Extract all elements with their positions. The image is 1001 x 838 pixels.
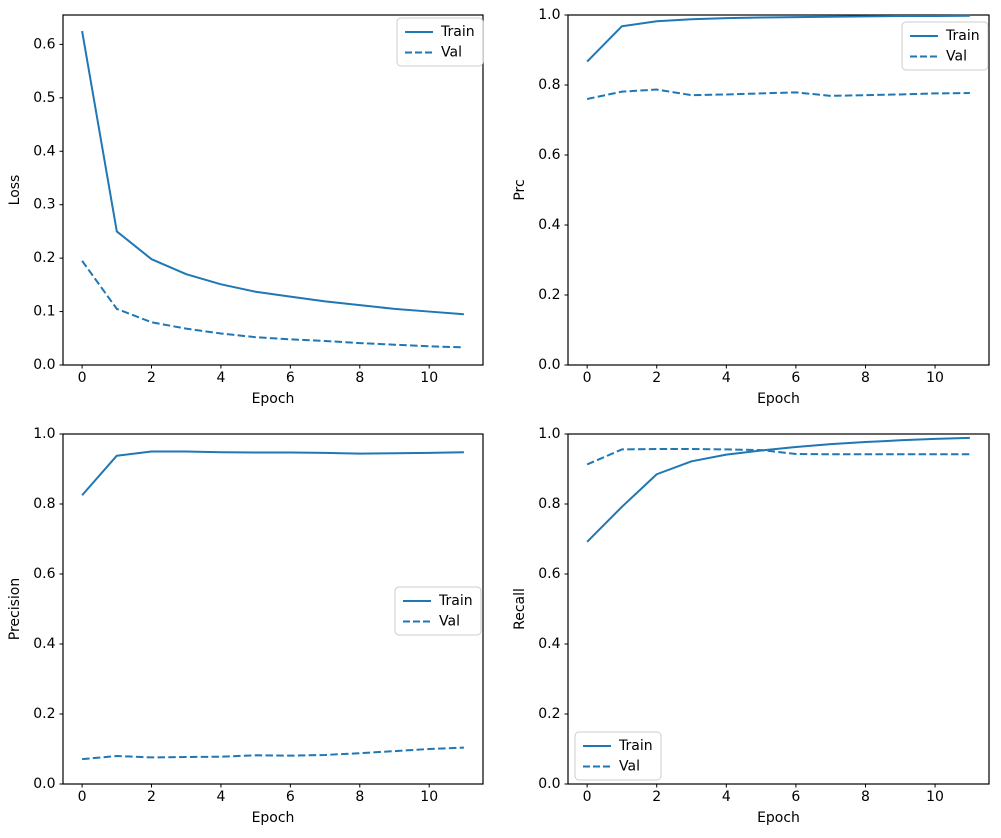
subplot-recall: 0 2 4 6 8 10 0.0 0.2 0.4 0.6 0.8 1.0 Epoch Recall Trai… <box>500 419 1001 838</box>
plot-frame <box>567 14 990 366</box>
y-tick-label: 1.0 <box>33 426 55 442</box>
x-tick-label: 8 <box>355 370 364 386</box>
y-tick-label: 0.8 <box>538 77 560 93</box>
y-tick-label: 0.8 <box>33 496 55 512</box>
train-line <box>81 450 464 496</box>
subplot-prc: 0 2 4 6 8 10 0.0 0.2 0.4 0.6 0.8 1.0 Epoch Prc Train Va… <box>500 0 1001 419</box>
x-tick-label: 8 <box>355 789 364 805</box>
legend-train-label: Train <box>440 24 475 40</box>
x-tick-label: 8 <box>861 789 870 805</box>
y-tick-label: 0.2 <box>538 706 560 722</box>
y-tick-label: 0.6 <box>33 36 55 52</box>
x-tick-label: 10 <box>420 370 438 386</box>
subplot-loss: 0 2 4 6 8 10 0.0 0.1 0.2 0.3 0.4 0.5 0.6 Epoch Loss Tra… <box>0 0 500 419</box>
y-tick-label: 0.3 <box>33 197 55 213</box>
x-tick-label: 4 <box>216 789 225 805</box>
legend: Train Val <box>396 17 484 67</box>
legend-val-label: Val <box>441 45 462 61</box>
legend-train-label: Train <box>438 593 473 609</box>
y-tick-label: 0.8 <box>538 496 560 512</box>
x-tick-label: 6 <box>791 789 800 805</box>
y-tick-label: 0.0 <box>538 357 560 373</box>
y-tick-label: 0.2 <box>538 287 560 303</box>
x-tick-label: 10 <box>420 789 438 805</box>
y-tick-label: 1.0 <box>538 426 560 442</box>
y-axis-label: Loss <box>7 175 23 206</box>
y-axis-label: Prc <box>512 179 528 200</box>
y-axis-label: Precision <box>7 578 23 640</box>
y-tick-label: 0.5 <box>33 90 55 106</box>
x-tick-label: 10 <box>926 789 944 805</box>
plot-frame <box>62 433 484 785</box>
x-tick-label: 4 <box>216 370 225 386</box>
x-tick-label: 0 <box>583 789 592 805</box>
x-tick-label: 0 <box>583 370 592 386</box>
train-line <box>586 14 970 63</box>
x-axis-label: Epoch <box>252 391 295 407</box>
legend-train-label: Train <box>618 738 653 754</box>
legend: Train Val <box>901 21 989 71</box>
subplot-precision: 0 2 4 6 8 10 0.0 0.2 0.4 0.6 0.8 1.0 Epoch Precision T… <box>0 419 500 838</box>
y-axis-label: Recall <box>512 588 528 630</box>
y-tick-label: 0.6 <box>538 566 560 582</box>
loss-chart: 0 2 4 6 8 10 0.0 0.1 0.2 0.3 0.4 0.5 0.6 Epoch Loss Tra… <box>7 14 484 407</box>
y-tick-label: 0.1 <box>33 304 55 320</box>
plot-frame <box>567 433 990 785</box>
x-tick-label: 6 <box>791 370 800 386</box>
precision-chart: 0 2 4 6 8 10 0.0 0.2 0.4 0.6 0.8 1.0 Epoch Precision T… <box>7 426 484 826</box>
val-line <box>586 448 970 466</box>
legend: Train Val <box>394 586 482 636</box>
y-tick-label: 0.0 <box>33 357 55 373</box>
val-line <box>81 746 464 761</box>
y-tick-label: 0.4 <box>538 636 560 652</box>
x-tick-label: 4 <box>722 370 731 386</box>
y-tick-label: 0.2 <box>33 250 55 266</box>
x-tick-label: 0 <box>78 370 87 386</box>
x-tick-label: 2 <box>147 370 156 386</box>
y-tick-label: 0.4 <box>33 143 55 159</box>
y-tick-label: 0.0 <box>538 776 560 792</box>
y-tick-label: 1.0 <box>538 7 560 23</box>
x-axis-label: Epoch <box>252 810 295 826</box>
train-line <box>586 436 970 543</box>
y-tick-label: 0.6 <box>33 566 55 582</box>
x-axis-label: Epoch <box>757 391 800 407</box>
legend-box <box>396 17 484 67</box>
legend-val-label: Val <box>439 614 460 630</box>
x-tick-label: 10 <box>926 370 944 386</box>
plot-frame <box>62 14 484 366</box>
x-tick-label: 8 <box>861 370 870 386</box>
legend-box <box>901 21 989 71</box>
legend-box <box>574 731 662 781</box>
train-line <box>81 30 464 316</box>
x-tick-label: 2 <box>652 789 661 805</box>
val-line <box>81 260 464 349</box>
legend-box <box>394 586 482 636</box>
legend: Train Val <box>574 731 662 781</box>
y-tick-label: 0.2 <box>33 706 55 722</box>
legend-val-label: Val <box>619 759 640 775</box>
val-line <box>586 88 970 100</box>
legend-val-label: Val <box>946 49 967 65</box>
y-tick-label: 0.4 <box>33 636 55 652</box>
x-tick-label: 6 <box>286 370 295 386</box>
y-tick-label: 0.0 <box>33 776 55 792</box>
x-tick-label: 2 <box>652 370 661 386</box>
x-tick-label: 2 <box>147 789 156 805</box>
recall-chart: 0 2 4 6 8 10 0.0 0.2 0.4 0.6 0.8 1.0 Epoch Recall Trai… <box>512 426 990 826</box>
x-tick-label: 4 <box>722 789 731 805</box>
y-tick-label: 0.6 <box>538 147 560 163</box>
x-tick-label: 0 <box>78 789 87 805</box>
x-axis-label: Epoch <box>757 810 800 826</box>
y-tick-label: 0.4 <box>538 217 560 233</box>
x-tick-label: 6 <box>286 789 295 805</box>
legend-train-label: Train <box>945 28 980 44</box>
prc-chart: 0 2 4 6 8 10 0.0 0.2 0.4 0.6 0.8 1.0 Epoch Prc Train Va… <box>512 7 990 407</box>
